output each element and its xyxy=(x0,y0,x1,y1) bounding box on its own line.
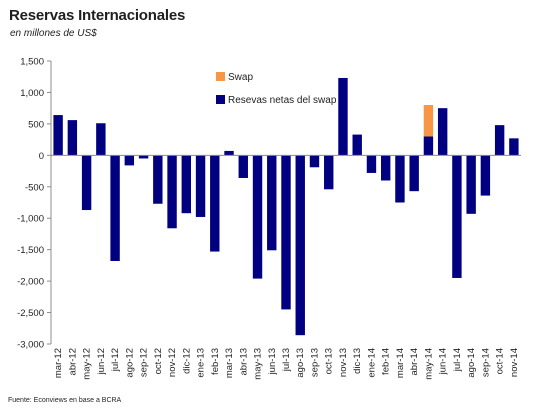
bar-net xyxy=(452,155,462,278)
x-tick-label: jul-13 xyxy=(281,348,292,372)
legend-swap-swatch xyxy=(216,72,225,81)
x-tick-label: nov-14 xyxy=(509,348,520,377)
x-tick-label: jun-14 xyxy=(438,348,449,375)
bar-net xyxy=(153,155,163,204)
x-tick-label: ago-13 xyxy=(295,348,306,378)
x-tick-label: may-14 xyxy=(423,348,434,380)
bar-net xyxy=(338,77,348,156)
bar-net xyxy=(138,155,149,159)
bar-net xyxy=(181,155,191,214)
bar-net xyxy=(96,123,106,156)
x-tick-label: feb-13 xyxy=(210,348,221,375)
bar-net xyxy=(480,155,491,196)
x-tick-label: sep-12 xyxy=(139,348,150,377)
x-tick-label: sep-14 xyxy=(480,348,491,377)
x-tick-label: nov-12 xyxy=(167,348,178,377)
bar-net xyxy=(252,155,263,279)
legend-net-swatch xyxy=(216,95,225,104)
x-tick-label: abr-13 xyxy=(238,348,249,375)
bar-net xyxy=(352,134,362,156)
bar-net xyxy=(110,155,120,261)
bar-net xyxy=(381,155,391,181)
x-tick-label: may-12 xyxy=(82,348,93,380)
y-tick-label: -1,500 xyxy=(17,245,44,256)
x-axis: mar-12 abr-12 may-12 jun-12 jul-12 ago-12 sep-… xyxy=(51,154,521,380)
bar-net xyxy=(53,115,63,156)
x-tick-label: sep-13 xyxy=(309,348,320,377)
bar-net xyxy=(267,155,277,251)
bar-net xyxy=(409,155,419,192)
bar-net xyxy=(437,108,448,156)
y-tick-label: -2,500 xyxy=(17,308,44,319)
x-tick-label: jul-12 xyxy=(110,348,121,372)
legend: Swap Resevas netas del swap xyxy=(216,72,337,106)
bar-net xyxy=(224,150,234,156)
bar-net xyxy=(509,138,519,156)
y-tick-label: 1,500 xyxy=(20,57,44,68)
bar-net xyxy=(395,155,405,203)
legend-net-label: Resevas netas del swap xyxy=(228,95,337,106)
x-tick-label: mar-12 xyxy=(53,348,64,378)
y-tick-label: 0 xyxy=(39,151,44,162)
bar-net xyxy=(466,155,476,214)
x-tick-label: dic-12 xyxy=(181,348,192,374)
bar-net xyxy=(494,125,505,156)
x-tick-label: mar-13 xyxy=(224,348,235,378)
y-tick-label: -1,000 xyxy=(17,214,44,225)
bar-net xyxy=(238,155,248,178)
x-tick-label: feb-14 xyxy=(381,348,392,375)
x-tick-label: dic-13 xyxy=(352,348,363,374)
x-tick-label: abr-12 xyxy=(67,348,78,375)
bar-net xyxy=(295,155,305,336)
bar-net xyxy=(81,155,92,211)
x-tick-label: abr-14 xyxy=(409,348,420,375)
x-tick-label: may-13 xyxy=(253,348,264,380)
bar-net xyxy=(281,155,291,310)
x-tick-label: nov-13 xyxy=(338,348,349,377)
bar-net xyxy=(167,155,177,229)
x-tick-label: ago-12 xyxy=(124,348,135,378)
bar-swap xyxy=(423,105,434,137)
x-tick-label: jul-14 xyxy=(452,348,463,372)
x-tick-label: jun-13 xyxy=(267,348,278,375)
bar-net xyxy=(124,155,135,166)
bar-net xyxy=(309,155,320,168)
x-tick-label: oct-14 xyxy=(495,348,506,374)
x-tick-label: oct-12 xyxy=(153,348,164,374)
bar-net xyxy=(423,136,434,156)
x-tick-label: ene-13 xyxy=(196,348,207,378)
y-tick-label: -3,000 xyxy=(17,340,44,351)
x-tick-label: oct-13 xyxy=(324,348,335,374)
x-tick-label: ago-14 xyxy=(466,348,477,378)
x-tick-label: jun-12 xyxy=(96,348,107,375)
legend-swap-label: Swap xyxy=(228,72,253,83)
bar-net xyxy=(210,155,220,252)
y-tick-label: -500 xyxy=(25,182,44,193)
bar-net xyxy=(195,155,206,217)
y-tick-label: 1,000 xyxy=(20,88,44,99)
x-tick-label: mar-14 xyxy=(395,348,406,378)
y-axis: 1,500 1,000 500 0 -500 -1,000 -1,500 -2,000 -2,5… xyxy=(17,57,52,351)
y-tick-label: 500 xyxy=(28,119,44,130)
bar-net xyxy=(366,155,377,173)
bars xyxy=(53,77,519,336)
source-note: Fuente: Econviews en base a BCRA xyxy=(8,397,122,404)
chart-subtitle: en millones de US$ xyxy=(10,28,97,39)
x-tick-label: ene-14 xyxy=(366,348,377,378)
bar-net xyxy=(324,155,334,190)
y-tick-label: -2,000 xyxy=(17,277,44,288)
bar-net xyxy=(67,120,78,156)
chart-title: Reservas Internacionales xyxy=(9,7,186,24)
